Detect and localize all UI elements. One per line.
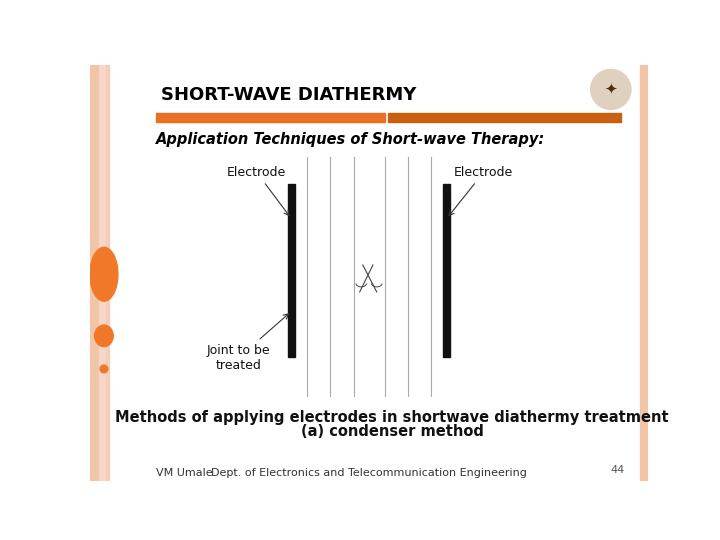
Text: Joint to be
treated: Joint to be treated [207, 314, 289, 372]
Bar [443, 184, 451, 357]
Ellipse shape [100, 365, 108, 373]
Text: Electrode: Electrode [449, 166, 513, 215]
Text: VM Umale: VM Umale [156, 468, 212, 478]
Ellipse shape [90, 247, 118, 301]
Text: ✦: ✦ [604, 82, 617, 97]
Text: (a) condenser method: (a) condenser method [301, 423, 484, 438]
Bar [90, 65, 98, 481]
Ellipse shape [590, 70, 631, 110]
Text: Application Techniques of Short-wave Therapy:: Application Techniques of Short-wave The… [156, 132, 545, 147]
Bar [640, 65, 648, 481]
Text: SHORT-WAVE DIATHERMY: SHORT-WAVE DIATHERMY [161, 86, 417, 104]
Bar [287, 184, 295, 357]
Bar [388, 113, 621, 122]
Text: Dept. of Electronics and Telecommunication Engineering: Dept. of Electronics and Telecommunicati… [211, 468, 527, 478]
Text: 44: 44 [611, 465, 625, 475]
Ellipse shape [94, 325, 113, 347]
Bar [106, 65, 109, 481]
Text: Electrode: Electrode [227, 166, 289, 215]
Text: Methods of applying electrodes in shortwave diathermy treatment: Methods of applying electrodes in shortw… [115, 410, 669, 425]
Bar [156, 113, 384, 122]
Bar [99, 65, 106, 481]
